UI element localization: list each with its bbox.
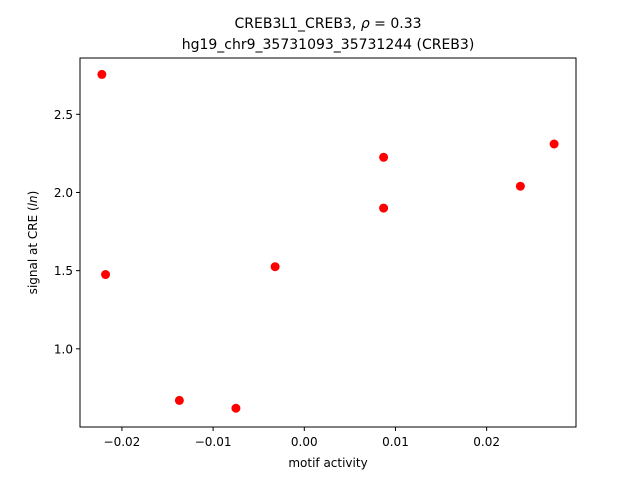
x-tick-label-1: −0.02 [104, 435, 141, 449]
x-tick-label-3: 0.00 [291, 435, 318, 449]
data-point-8 [516, 182, 525, 191]
y-tick-label-4: 2.5 [54, 108, 73, 122]
x-axis-ticks: −0.02 −0.01 0.00 0.01 0.02 [104, 427, 500, 449]
y-tick-label-1: 1.0 [54, 342, 73, 356]
y-tick-label-3: 2.0 [54, 186, 73, 200]
plot-frame [80, 58, 576, 427]
data-point-3 [175, 396, 184, 405]
x-tick-label-5: 0.02 [473, 435, 500, 449]
chart-title-line1: CREB3L1_CREB3, ρ = 0.33 [234, 16, 421, 32]
data-point-1 [97, 70, 106, 79]
data-points [97, 70, 558, 413]
chart-title-line2: hg19_chr9_35731093_35731244 (CREB3) [182, 37, 475, 53]
y-tick-label-2: 1.5 [54, 264, 73, 278]
rho-symbol: ρ [361, 16, 370, 32]
data-point-2 [101, 270, 110, 279]
x-tick-label-2: −0.01 [195, 435, 232, 449]
data-point-4 [231, 404, 240, 413]
y-axis-ticks: 1.0 1.5 2.0 2.5 [54, 108, 80, 357]
x-tick-label-4: 0.01 [382, 435, 409, 449]
data-point-7 [379, 204, 388, 213]
data-point-9 [550, 139, 559, 148]
x-axis-label: motif activity [288, 456, 367, 470]
data-point-6 [379, 153, 388, 162]
y-axis-label: signal at CRE (ln) [26, 191, 40, 295]
data-point-5 [271, 262, 280, 271]
